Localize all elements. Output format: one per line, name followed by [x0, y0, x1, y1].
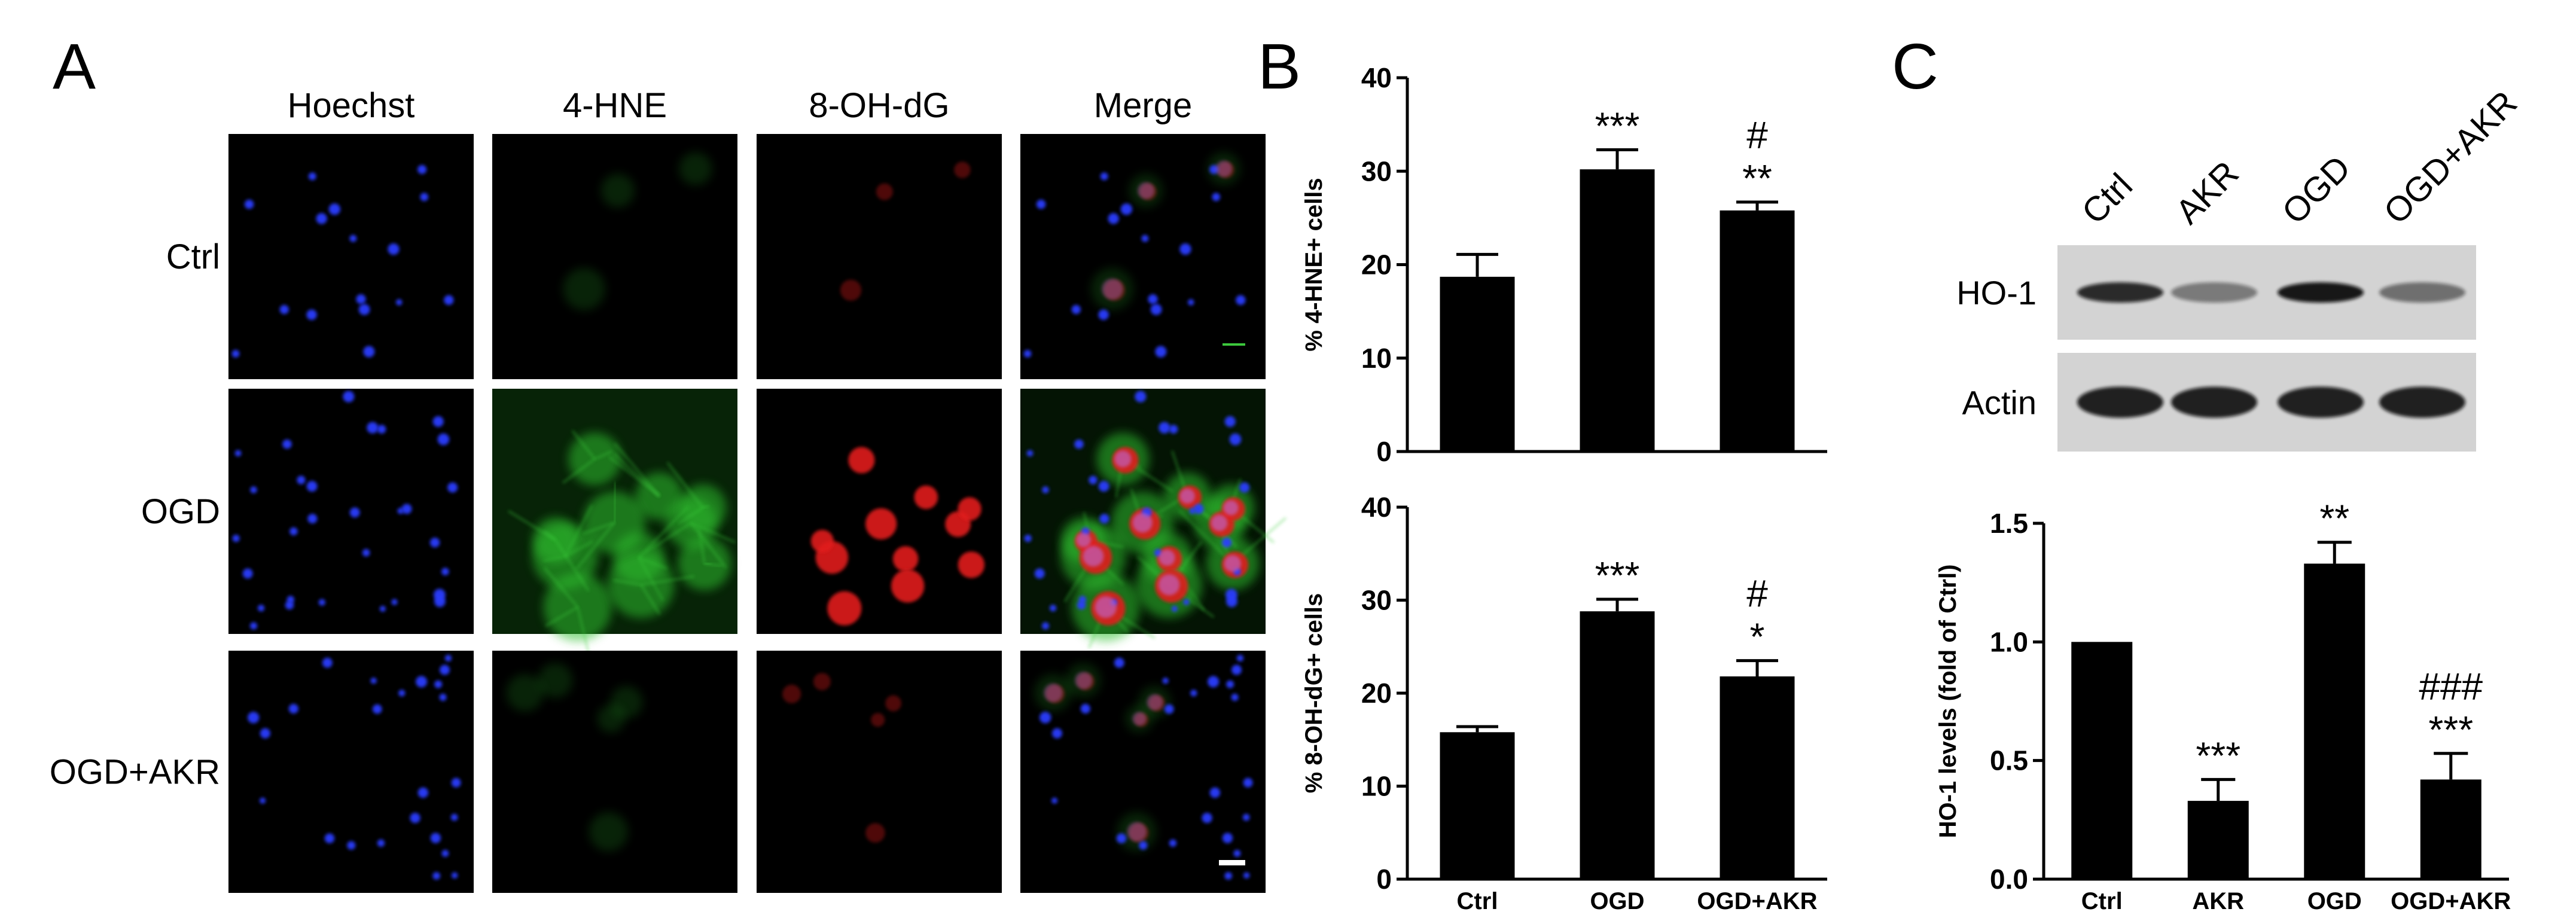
column-header-4-hne: 4-HNE — [563, 86, 667, 125]
x-category-label: OGD — [2307, 888, 2362, 914]
y-tick-label: 20 — [1361, 249, 1392, 280]
row-label-ctrl: Ctrl — [166, 237, 220, 276]
bar-ogd — [2304, 563, 2365, 879]
bar-ogd — [1580, 169, 1655, 452]
micrograph-ogd-akr-8-oh-dg — [757, 651, 1002, 893]
micrograph-ogd-merge — [1020, 389, 1287, 649]
y-tick-label: 10 — [1361, 771, 1392, 802]
blot-lane-label-ogd-akr: OGD+AKR — [2376, 84, 2525, 232]
blot-band — [2171, 386, 2257, 418]
blot-band — [2171, 282, 2257, 303]
significance-marker: # — [1746, 114, 1768, 157]
bar-ctrl — [2071, 642, 2133, 879]
panel-a-micrographs: A Hoechst 4-HNE 8-OH-dG Merge Ctrl OGD OGD+AK… — [50, 30, 1287, 893]
chart-8ohdg: 0 10 20 30 40 % 8-OH-dG+ cells Ctrl OGD *** OGD+A… — [1301, 492, 1827, 914]
panel-c-letter: C — [1892, 30, 1938, 102]
bar-ctrl — [1440, 732, 1515, 879]
significance-marker: *** — [2196, 734, 2240, 777]
blot-band — [2278, 282, 2364, 303]
y-axis-title: % 8-OH-dG+ cells — [1301, 593, 1327, 794]
significance-marker: ** — [1742, 157, 1772, 200]
y-tick-label: 1.5 — [1990, 508, 2028, 539]
micrograph-ogd-8-oh-dg — [757, 389, 1002, 634]
blot-row-label-actin: Actin — [1962, 384, 2037, 422]
micrograph-ogd-hoechst — [228, 389, 474, 634]
micrograph-ctrl-8-oh-dg — [757, 134, 1002, 379]
bar-akr — [2187, 801, 2249, 879]
bar-ogd-akr — [1720, 676, 1795, 879]
blot-band — [2077, 282, 2163, 303]
micrograph-ogd-4-hne — [492, 389, 737, 655]
significance-marker: *** — [1595, 104, 1640, 147]
column-header-hoechst: Hoechst — [288, 86, 415, 125]
y-tick-label: 0.5 — [1990, 745, 2028, 776]
blot-band — [2379, 282, 2465, 303]
blot-row-label-ho-1: HO-1 — [1956, 274, 2037, 312]
y-tick-label: 10 — [1361, 343, 1392, 374]
x-category-label: AKR — [2192, 888, 2244, 914]
significance-marker: ### — [2419, 665, 2483, 708]
micrograph-ogd-akr-hoechst — [228, 651, 474, 893]
micrograph-ogd-akr-4-hne — [492, 651, 737, 893]
blot-lane-label-ogd: OGD — [2275, 148, 2358, 231]
y-tick-label: 40 — [1361, 492, 1392, 523]
significance-marker: # — [1746, 572, 1768, 615]
column-header-8-oh-dg: 8-OH-dG — [809, 86, 949, 125]
y-tick-label: 40 — [1361, 62, 1392, 93]
bar-ogd — [1580, 611, 1655, 879]
x-category-label: OGD — [1590, 888, 1644, 914]
row-label-ogd: OGD — [141, 492, 220, 531]
x-category-label: Ctrl — [1457, 888, 1498, 914]
western-blot: Ctrl AKR OGD OGD+AKR HO-1 Actin — [1956, 84, 2525, 452]
significance-marker: * — [1750, 615, 1765, 658]
y-axis-title: HO-1 levels (fold of Ctrl) — [1935, 565, 1961, 838]
y-axis-title: % 4-HNE+ cells — [1301, 178, 1327, 351]
significance-marker: ** — [2319, 497, 2349, 540]
x-category-label: OGD+AKR — [1697, 888, 1817, 914]
bar-ctrl — [1440, 276, 1515, 452]
x-category-label: OGD+AKR — [2391, 888, 2511, 914]
micrograph-ogd-akr-merge — [1020, 651, 1266, 893]
y-tick-label: 0 — [1376, 436, 1392, 467]
micrograph-ctrl-merge — [1020, 134, 1266, 379]
y-tick-label: 30 — [1361, 155, 1392, 187]
blot-lane-label-ctrl: Ctrl — [2074, 166, 2140, 231]
blot-band — [2077, 386, 2163, 418]
significance-marker: *** — [2428, 708, 2473, 751]
blot-lane-label-akr: AKR — [2168, 154, 2246, 231]
panel-a-letter: A — [53, 30, 96, 102]
column-header-merge: Merge — [1094, 86, 1192, 125]
x-category-label: Ctrl — [2081, 888, 2123, 914]
blot-band — [2278, 386, 2364, 418]
bar-ogd-akr — [2420, 779, 2482, 879]
row-label-ogd-akr: OGD+AKR — [50, 753, 220, 792]
micrograph-ctrl-4-hne — [492, 134, 737, 379]
y-tick-label: 20 — [1361, 678, 1392, 709]
panel-b-letter: B — [1258, 30, 1301, 102]
y-tick-label: 1.0 — [1990, 626, 2028, 657]
blot-band — [2379, 386, 2465, 418]
significance-marker: *** — [1595, 554, 1640, 597]
y-tick-label: 0 — [1376, 864, 1392, 895]
bar-ogd-akr — [1720, 210, 1795, 452]
chart-ho1: 0.0 0.5 1.0 1.5 HO-1 levels (fold of Ctrl) Ct… — [1935, 497, 2511, 914]
y-tick-label: 0.0 — [1990, 864, 2028, 895]
micrograph-ctrl-hoechst — [228, 134, 474, 379]
y-tick-label: 30 — [1361, 585, 1392, 616]
